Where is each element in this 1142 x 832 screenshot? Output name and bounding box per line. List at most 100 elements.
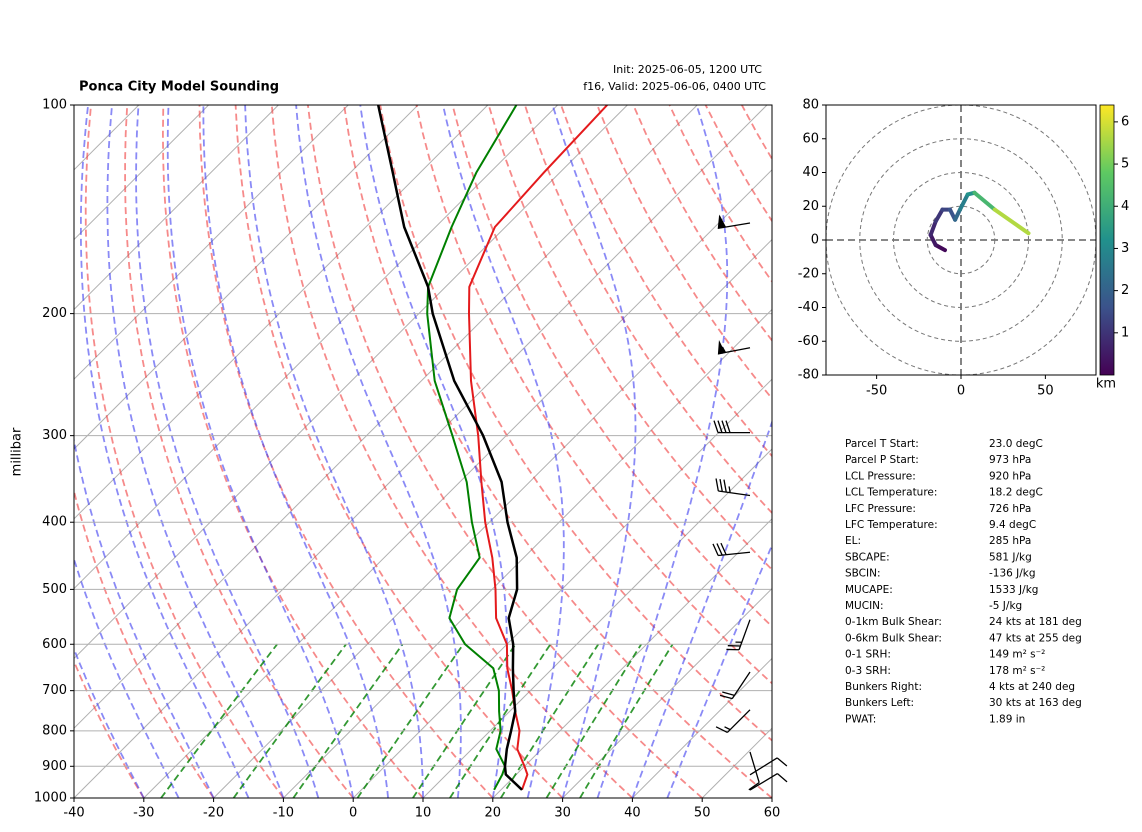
hodo-x-tick-label: 0 [957,384,965,399]
isotherm [352,378,772,798]
isotherm [74,105,209,241]
param-value: 973 hPa [989,454,1031,466]
isotherm [74,105,419,450]
param-label: Parcel P Start: [845,454,919,466]
hodo-segment [933,207,945,224]
param-value: 920 hPa [989,470,1031,482]
isotherm [74,105,558,590]
isotherm [562,587,772,798]
y-tick-label: 500 [42,582,67,597]
dry-adiabat [379,105,772,742]
dry-adiabat [814,105,1142,798]
colorbar-tick-label: 6 [1121,114,1129,129]
isotherm [981,105,1142,798]
hodo-segment [972,190,997,212]
param-value: 178 m² s⁻² [989,665,1045,677]
profile-line [468,105,608,791]
dry-adiabat [307,105,703,798]
param-label: Bunkers Right: [845,681,922,693]
moist-adiabat [80,105,250,798]
isotherm [74,105,698,729]
param-label: SBCIN: [845,568,881,580]
hodo-x-tick-label: 50 [1037,384,1054,399]
dry-adiabat [524,105,772,515]
profile-line [426,105,518,791]
dry-adiabat [198,105,494,798]
y-tick-label: 200 [42,306,67,321]
hodo-y-tick-label: -80 [798,368,819,383]
isotherm [74,105,279,311]
param-value: 23.0 degC [989,438,1043,450]
y-tick-label: 100 [42,98,67,113]
isotherm [771,797,772,798]
param-value: 1.89 in [989,713,1025,725]
profiles [376,105,608,791]
isotherm [74,105,628,660]
param-value: 47 kts at 255 deg [989,632,1082,644]
moist-adiabat [74,436,215,798]
param-value: 149 m² s⁻² [989,649,1045,661]
y-tick-label: 900 [42,759,67,774]
hodo-y-tick-label: -60 [798,334,819,349]
param-value: 30 kts at 163 deg [989,697,1082,709]
moist-adiabat [166,105,355,798]
hodo-segment [928,219,938,237]
param-label: EL: [845,535,861,547]
x-tick-label: 0 [349,806,357,821]
wind-barb [749,757,788,776]
param-label: PWAT: [845,713,876,725]
isotherm [283,308,772,798]
param-value: 581 J/kg [989,551,1032,563]
valid-time: f16, Valid: 2025-06-06, 0400 UTC [583,80,766,93]
param-label: 0-3 SRH: [845,665,891,677]
hodo-segment [992,207,1031,236]
wind-barb [715,478,751,497]
colorbar-tick-label: 4 [1121,199,1129,214]
wind-barb [717,339,751,355]
x-tick-label: 20 [485,806,502,821]
moist-adiabat [106,105,285,798]
colorbar [1099,104,1115,376]
hodo-segment [957,192,970,212]
wind-barb [749,773,788,791]
dry-adiabat [668,105,772,284]
param-label: Parcel T Start: [845,438,919,450]
param-label: LFC Temperature: [845,519,938,531]
y-tick-label: 300 [42,428,67,443]
isotherm [701,727,772,798]
moist-adiabat [551,105,637,798]
wind-barb [713,420,750,434]
param-value: 24 kts at 181 deg [989,616,1082,628]
isotherm [492,518,772,798]
moist-adiabat [74,556,180,798]
param-label: SBCAPE: [845,551,890,563]
wind-barb [719,671,751,700]
thermo-lines [74,105,1142,798]
isotherm [632,657,772,798]
hodo-y-tick-label: 0 [811,233,819,248]
moist-adiabat [202,105,389,798]
colorbar-tick-label: 3 [1121,241,1129,256]
hodo-y-tick-label: 60 [802,131,819,146]
hodo-y-tick-label: 80 [802,98,819,113]
hodo-x-tick-label: -50 [866,384,887,399]
moist-adiabat [596,105,729,798]
colorbar-tick-label: 2 [1121,283,1129,298]
isotherm [213,238,772,798]
x-tick-label: 40 [624,806,641,821]
colorbar-label: km [1096,377,1116,392]
dry-adiabat [234,105,564,798]
param-label: LFC Pressure: [845,503,916,515]
dry-adiabat [560,105,772,458]
moist-adiabat [359,105,508,798]
x-tick-label: -20 [203,806,224,821]
wind-barb [717,214,751,230]
mixing-ratio [160,643,278,798]
dry-adiabat [596,105,772,400]
dry-adiabat [74,487,215,798]
init-time: Init: 2025-06-05, 1200 UTC [613,63,762,76]
profile-line [376,105,523,791]
y-tick-label: 800 [42,723,67,738]
hodo-y-tick-label: 20 [802,199,819,214]
